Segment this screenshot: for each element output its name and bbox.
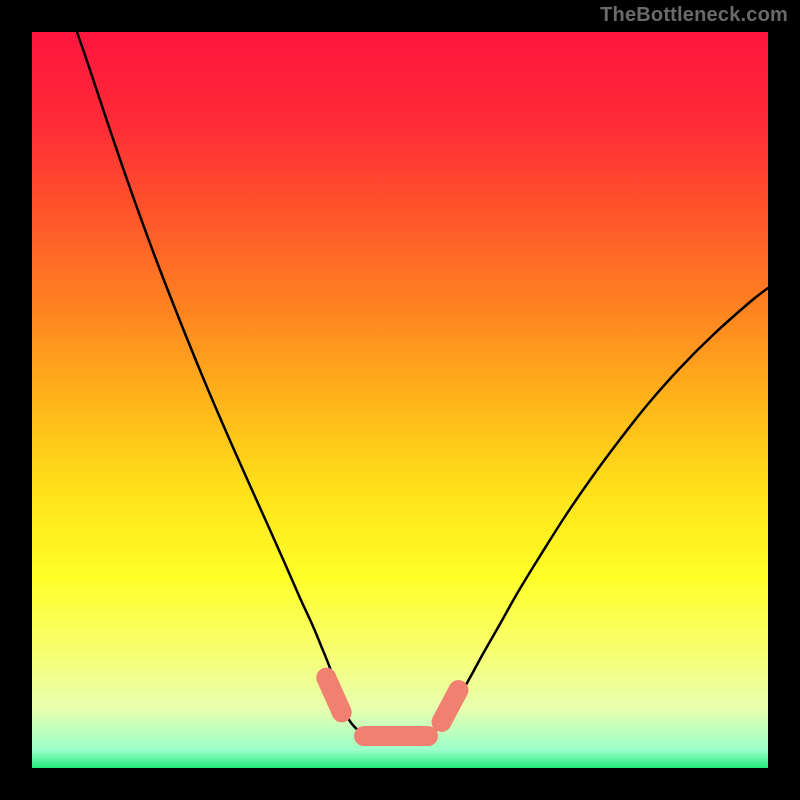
chart-frame: TheBottleneck.com — [0, 0, 800, 800]
bottleneck-curve-plot — [0, 0, 800, 800]
